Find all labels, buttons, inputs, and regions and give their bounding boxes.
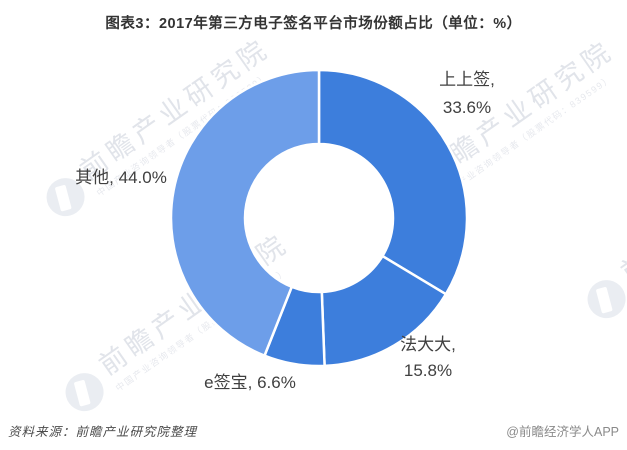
slice-label-eqianbao: e签宝, 6.6% <box>172 372 328 394</box>
slice-label-qita: 其他, 44.0% <box>41 167 201 189</box>
slice-label-value: 15.8% <box>403 361 453 380</box>
slice-label-name: 法大大, <box>400 335 456 354</box>
chart-title: 图表3：2017年第三方电子签名平台市场份额占比（单位：%） <box>105 16 522 32</box>
donut-segment-qita <box>169 68 321 357</box>
slice-label-shangshangqian: 上上签, 33.6% <box>406 66 528 122</box>
source-note: 资料来源：前瞻产业研究院整理 <box>8 425 198 439</box>
brand-note: @前瞻经济学人APP <box>506 425 619 439</box>
slice-label-fadada: 法大大, 15.8% <box>368 332 488 384</box>
donut-segment-shangshangqian <box>317 68 469 296</box>
slice-label-value: 33.6% <box>442 98 492 117</box>
slice-label-name: 上上签, <box>439 70 495 89</box>
slice-label-text: 其他, 44.0% <box>75 168 167 187</box>
slice-label-text: e签宝, 6.6% <box>204 373 296 392</box>
